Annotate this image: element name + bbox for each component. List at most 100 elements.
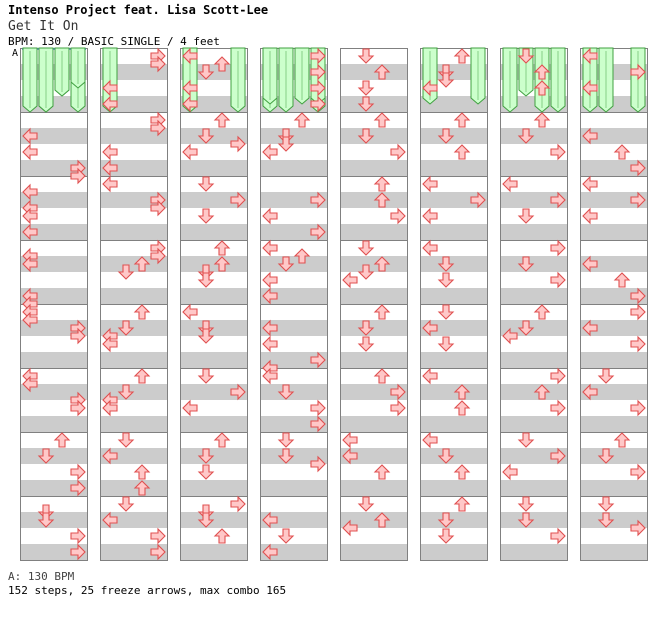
- beat-band: [580, 512, 648, 528]
- beat-band: [500, 416, 568, 432]
- beat-band: [580, 256, 648, 272]
- beat-band: [340, 480, 408, 496]
- down-arrow-icon: [517, 208, 535, 224]
- beat-band: [20, 384, 88, 400]
- beat-band: [500, 512, 568, 528]
- down-arrow-icon: [197, 64, 215, 80]
- beat-band: [580, 160, 648, 176]
- right-arrow-icon: [70, 543, 86, 561]
- beat-band: [340, 416, 408, 432]
- right-arrow-icon: [550, 447, 566, 465]
- right-arrow-icon: [230, 191, 246, 209]
- beat-band: [260, 192, 328, 208]
- right-arrow-icon: [310, 455, 326, 473]
- up-arrow-icon: [373, 464, 391, 480]
- beat-band: [180, 512, 248, 528]
- down-arrow-icon: [437, 512, 455, 528]
- right-arrow-icon: [230, 135, 246, 153]
- down-arrow-icon: [357, 240, 375, 256]
- beat-band: [340, 512, 408, 528]
- left-arrow-icon: [182, 303, 198, 321]
- right-arrow-icon: [550, 527, 566, 545]
- beat-band: [180, 352, 248, 368]
- down-arrow-icon: [517, 48, 535, 64]
- beat-band: [260, 384, 328, 400]
- beat-band: [420, 96, 488, 112]
- beat-band: [260, 128, 328, 144]
- right-arrow-icon: [70, 167, 86, 185]
- beat-band: [420, 320, 488, 336]
- left-arrow-icon: [182, 95, 198, 113]
- up-arrow-icon: [533, 384, 551, 400]
- up-arrow-icon: [213, 528, 231, 544]
- up-arrow-icon: [453, 496, 471, 512]
- up-arrow-icon: [133, 368, 151, 384]
- beat-band: [180, 128, 248, 144]
- left-arrow-icon: [422, 79, 438, 97]
- right-arrow-icon: [630, 63, 646, 81]
- right-arrow-icon: [150, 119, 166, 137]
- right-arrow-icon: [630, 519, 646, 537]
- left-arrow-icon: [102, 399, 118, 417]
- down-arrow-icon: [277, 256, 295, 272]
- up-arrow-icon: [533, 64, 551, 80]
- up-arrow-icon: [373, 176, 391, 192]
- right-arrow-icon: [310, 79, 326, 97]
- down-arrow-icon: [517, 496, 535, 512]
- left-arrow-icon: [22, 311, 38, 329]
- down-arrow-icon: [597, 368, 615, 384]
- left-arrow-icon: [262, 543, 278, 561]
- right-arrow-icon: [630, 303, 646, 321]
- beat-band: [340, 192, 408, 208]
- down-arrow-icon: [357, 48, 375, 64]
- beat-band: [20, 544, 88, 560]
- chart-column: [580, 48, 648, 561]
- up-arrow-icon: [213, 112, 231, 128]
- beat-band: [180, 480, 248, 496]
- down-arrow-icon: [197, 448, 215, 464]
- beat-band: [180, 544, 248, 560]
- beat-band: [420, 192, 488, 208]
- right-arrow-icon: [230, 495, 246, 513]
- left-arrow-icon: [22, 143, 38, 161]
- down-arrow-icon: [517, 512, 535, 528]
- beat-band: [180, 320, 248, 336]
- up-arrow-icon: [213, 56, 231, 72]
- left-arrow-icon: [262, 207, 278, 225]
- right-arrow-icon: [390, 399, 406, 417]
- down-arrow-icon: [277, 136, 295, 152]
- up-arrow-icon: [453, 400, 471, 416]
- beat-band: [500, 192, 568, 208]
- chart-column: [260, 48, 328, 561]
- beat-band: [420, 128, 488, 144]
- up-arrow-icon: [373, 368, 391, 384]
- down-arrow-icon: [597, 512, 615, 528]
- beat-band: [100, 512, 168, 528]
- right-arrow-icon: [550, 399, 566, 417]
- down-arrow-icon: [357, 336, 375, 352]
- up-arrow-icon: [613, 432, 631, 448]
- left-arrow-icon: [182, 399, 198, 417]
- down-arrow-icon: [277, 448, 295, 464]
- beat-band: [100, 128, 168, 144]
- beat-band: [580, 352, 648, 368]
- up-arrow-icon: [133, 256, 151, 272]
- left-arrow-icon: [582, 175, 598, 193]
- beat-band: [580, 448, 648, 464]
- right-arrow-icon: [70, 527, 86, 545]
- chart-column: [340, 48, 408, 561]
- beat-band: [260, 512, 328, 528]
- down-arrow-icon: [517, 320, 535, 336]
- beat-band: [260, 352, 328, 368]
- beat-band: [180, 288, 248, 304]
- down-arrow-icon: [277, 528, 295, 544]
- chart-column: [20, 48, 88, 561]
- down-arrow-icon: [197, 328, 215, 344]
- left-arrow-icon: [342, 431, 358, 449]
- beat-band: [100, 384, 168, 400]
- beat-band: [420, 224, 488, 240]
- left-arrow-icon: [182, 47, 198, 65]
- left-arrow-icon: [502, 327, 518, 345]
- right-arrow-icon: [550, 367, 566, 385]
- right-arrow-icon: [630, 287, 646, 305]
